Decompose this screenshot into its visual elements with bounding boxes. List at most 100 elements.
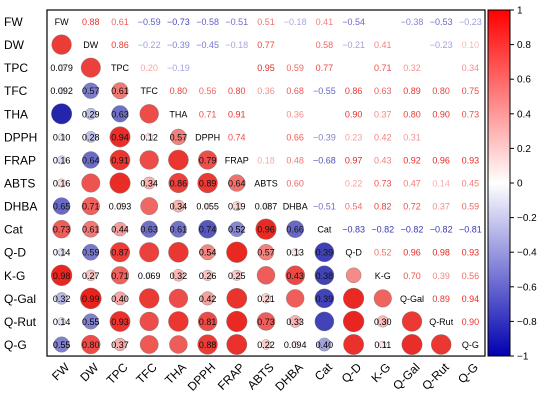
upper-value-label: −0.58 <box>196 17 219 27</box>
lower-value-label: 0.29 <box>82 109 100 119</box>
upper-value-label: 0.41 <box>374 40 392 50</box>
correlation-circle <box>81 173 101 193</box>
lower-value-label: 0.66 <box>286 225 304 235</box>
correlation-circle <box>401 334 423 355</box>
row-label: Cat <box>4 223 23 237</box>
correlation-circle <box>140 220 158 238</box>
upper-value-label: 0.74 <box>228 132 246 142</box>
upper-value-label: 0.82 <box>374 202 392 212</box>
upper-value-label: 0.93 <box>462 155 480 165</box>
lower-value-label: 0.42 <box>199 294 217 304</box>
colorbar-ticks: 1 0.8 0.6 0.4 0.2 0 −0.2 −0.4 −0.6 −0.8 −1 <box>510 6 537 363</box>
correlation-circle <box>202 269 214 281</box>
lower-value-label: 0.43 <box>286 271 304 281</box>
lower-value-label: 0.11 <box>374 340 391 350</box>
lower-value-label: 0.21 <box>257 294 275 304</box>
correlation-circle <box>314 265 335 286</box>
correlation-circle <box>139 242 160 263</box>
lower-value-label: 0.61 <box>170 225 188 235</box>
upper-value-label: 0.80 <box>432 86 450 96</box>
lower-value-label: 0.40 <box>316 340 334 350</box>
correlation-circle <box>197 311 218 332</box>
correlation-circle <box>168 311 189 332</box>
correlation-circle <box>285 265 305 286</box>
correlation-circle <box>200 291 215 306</box>
upper-value-label: 0.66 <box>286 132 304 142</box>
lower-value-label: 0.092 <box>50 86 73 96</box>
upper-value-label: 0.77 <box>257 40 275 50</box>
upper-value-label: 0.61 <box>111 17 129 27</box>
upper-value-label: 0.68 <box>286 86 304 96</box>
correlation-circle <box>231 269 243 281</box>
colorbar: 1 0.8 0.6 0.4 0.2 0 −0.2 −0.4 −0.6 −0.8 −1 <box>487 6 537 363</box>
correlation-circle <box>81 334 101 355</box>
correlation-circle <box>109 311 131 332</box>
upper-value-label: 0.59 <box>462 202 480 212</box>
lower-value-label: 0.55 <box>53 340 71 350</box>
column-label: DHBA <box>272 360 305 393</box>
correlation-circle <box>85 269 97 281</box>
correlation-circle <box>139 288 160 309</box>
correlation-circle <box>82 82 99 99</box>
upper-value-label: 0.72 <box>403 202 421 212</box>
upper-value-label: −0.45 <box>196 40 219 50</box>
column-label: Q-G <box>455 360 481 386</box>
correlation-circle <box>257 244 275 261</box>
lower-value-label: 0.28 <box>82 132 100 142</box>
lower-value-label: 0.99 <box>82 294 100 304</box>
row-label: Q-D <box>4 246 26 260</box>
upper-value-label: 0.95 <box>257 63 275 73</box>
upper-value-label: −0.82 <box>371 225 394 235</box>
upper-value-label: −0.39 <box>167 40 190 50</box>
lower-value-label: 0.52 <box>228 225 246 235</box>
upper-value-label: −0.82 <box>430 225 453 235</box>
correlation-circle <box>168 173 189 193</box>
correlation-circle <box>260 293 272 304</box>
lower-value-label: 0.26 <box>199 271 217 281</box>
lower-value-label: 0.093 <box>109 202 132 212</box>
correlation-circle <box>82 243 100 261</box>
upper-value-label: 0.86 <box>345 86 363 96</box>
upper-value-label: −0.23 <box>430 40 453 50</box>
lower-value-label: 0.16 <box>53 179 71 189</box>
lower-value-label: 0.38 <box>316 271 334 281</box>
correlation-circle <box>343 334 364 355</box>
correlation-circle <box>110 266 130 285</box>
column-label: DPPH <box>185 360 218 393</box>
column-label: Cat <box>312 360 336 384</box>
correlation-circle <box>168 149 189 171</box>
correlation-circle <box>84 107 97 120</box>
lower-value-label: 0.89 <box>199 179 217 189</box>
upper-value-label: 0.96 <box>432 155 450 165</box>
upper-value-label: 0.97 <box>345 155 363 165</box>
lower-value-label: 0.71 <box>82 202 100 212</box>
lower-value-label: 0.39 <box>316 248 334 258</box>
upper-value-label: 0.91 <box>228 109 246 119</box>
upper-value-label: 0.96 <box>403 248 421 258</box>
lower-value-label: 0.34 <box>170 202 188 212</box>
correlation-circle <box>139 150 159 170</box>
lower-value-label: 0.16 <box>53 155 71 165</box>
upper-value-label: −0.18 <box>225 40 248 50</box>
correlation-circle <box>288 315 302 328</box>
correlation-circle <box>431 334 452 355</box>
row-label: FRAP <box>4 153 36 167</box>
colorbar-tick-label: −0.4 <box>517 248 537 259</box>
upper-value-label: −0.39 <box>313 132 336 142</box>
upper-value-label: −0.53 <box>430 17 453 27</box>
row-label: Q-G <box>4 338 27 352</box>
diagonal-label: DHBA <box>283 202 308 212</box>
lower-value-label: 0.80 <box>82 340 100 350</box>
upper-value-label: −0.38 <box>401 17 424 27</box>
upper-value-label: 0.14 <box>432 179 450 189</box>
upper-value-label: −0.82 <box>401 225 424 235</box>
lower-value-label: 0.10 <box>53 132 71 142</box>
upper-value-label: 0.93 <box>462 248 480 258</box>
upper-value-label: 0.36 <box>286 109 304 119</box>
upper-value-label: −0.51 <box>313 202 336 212</box>
column-label: Q-D <box>339 360 365 386</box>
correlation-circle <box>256 312 276 331</box>
upper-value-label: 0.59 <box>286 63 304 73</box>
colorbar-tick-label: 1 <box>517 6 523 17</box>
correlation-circle <box>262 202 270 210</box>
